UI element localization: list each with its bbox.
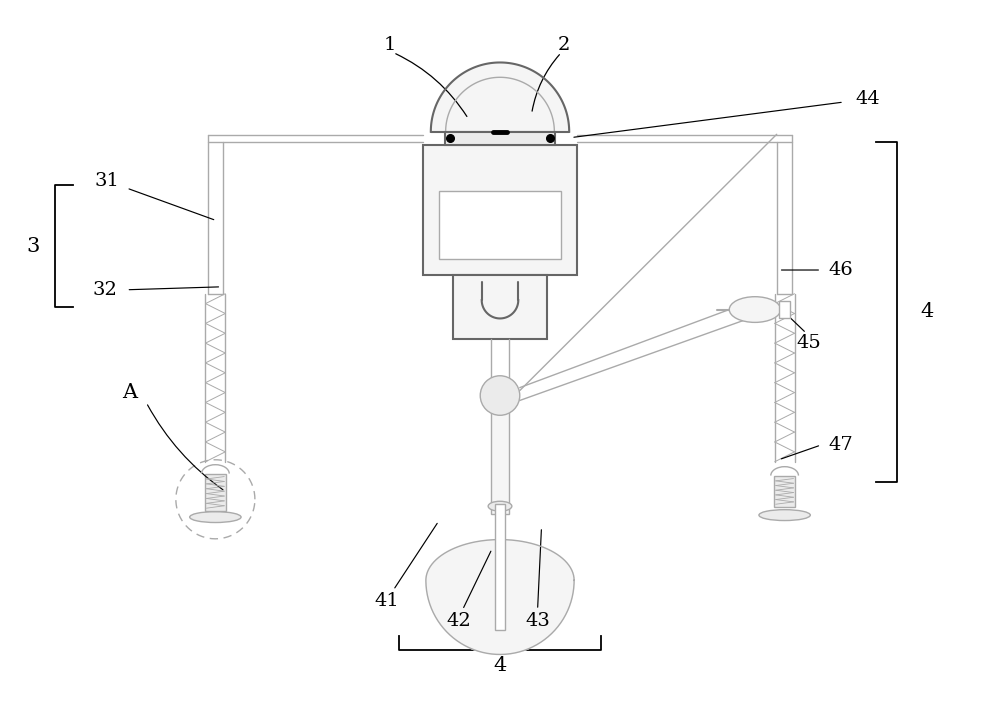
Bar: [445, 132, 555, 144]
Text: 41: 41: [374, 592, 399, 610]
Bar: [491, 392, 509, 514]
Text: 2: 2: [558, 36, 570, 54]
Text: 32: 32: [92, 281, 117, 299]
Circle shape: [480, 375, 520, 415]
Polygon shape: [426, 540, 574, 654]
Bar: [453, 275, 547, 339]
Ellipse shape: [729, 296, 781, 322]
Text: 44: 44: [855, 90, 880, 108]
Text: 47: 47: [829, 436, 853, 454]
Bar: [779, 301, 790, 319]
Text: A: A: [122, 383, 137, 402]
Text: 1: 1: [383, 36, 396, 54]
Text: 43: 43: [525, 612, 550, 630]
Bar: [439, 191, 561, 259]
Text: 4: 4: [493, 656, 507, 675]
Text: 42: 42: [446, 612, 471, 630]
Bar: [774, 476, 795, 507]
Ellipse shape: [190, 512, 241, 523]
Ellipse shape: [488, 501, 512, 511]
Text: 45: 45: [796, 334, 821, 352]
Text: 4: 4: [920, 302, 934, 321]
Bar: [423, 144, 577, 275]
Ellipse shape: [759, 510, 810, 520]
Bar: [495, 504, 505, 630]
Text: 3: 3: [27, 237, 40, 256]
Bar: [205, 474, 226, 511]
Text: 46: 46: [829, 261, 853, 279]
Text: 31: 31: [94, 172, 119, 190]
